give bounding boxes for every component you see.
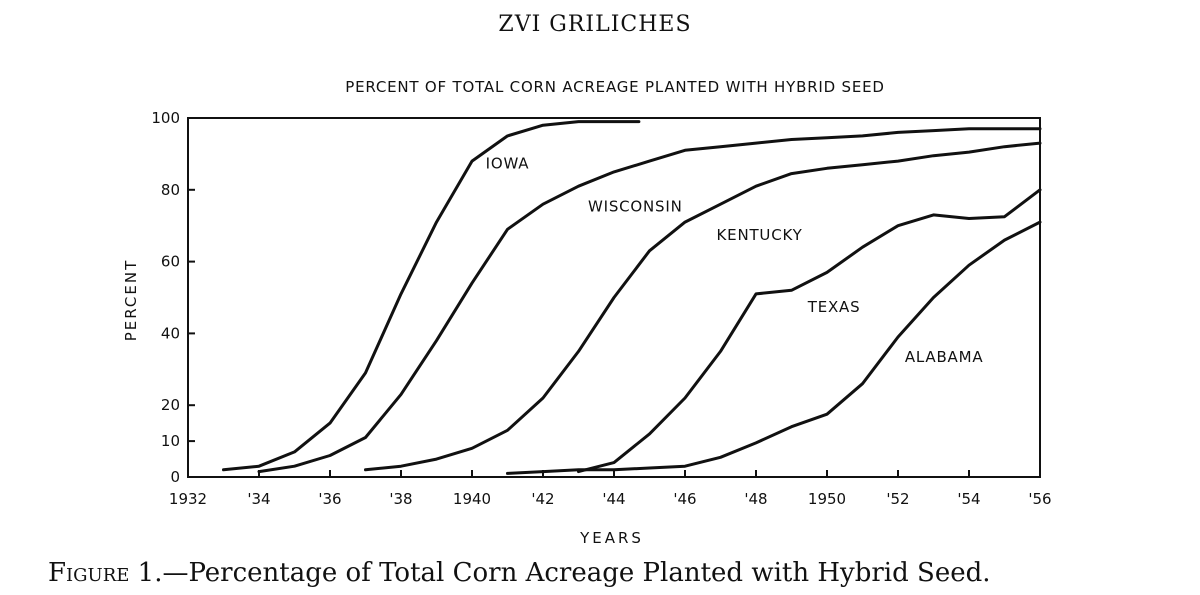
figure-number: Figure 1. <box>48 558 163 588</box>
x-tick-label: '46 <box>673 490 696 508</box>
x-tick-label: '38 <box>389 490 412 508</box>
x-tick-label: 1932 <box>169 490 207 508</box>
x-tick-label: '48 <box>744 490 767 508</box>
x-tick-label: '56 <box>1028 490 1051 508</box>
y-tick-label: 60 <box>161 253 180 271</box>
page-header-author: ZVI GRILICHES <box>498 12 692 37</box>
x-tick-label: '42 <box>531 490 554 508</box>
series-line-iowa <box>222 120 641 472</box>
x-tick-label: 1950 <box>808 490 846 508</box>
series-label-wisconsin: WISCONSIN <box>588 197 683 215</box>
x-tick-label: '36 <box>318 490 341 508</box>
x-tick-label: '44 <box>602 490 625 508</box>
series-label-kentucky: KENTUCKY <box>717 226 803 244</box>
x-tick-label: '52 <box>886 490 909 508</box>
x-tick-label: 1940 <box>453 490 491 508</box>
y-tick-label: 40 <box>161 324 180 342</box>
figure-caption-text: —Percentage of Total Corn Acreage Plante… <box>162 558 991 588</box>
y-tick-label: 100 <box>151 109 180 127</box>
y-axis-label: PERCENT <box>122 259 140 342</box>
series-label-alabama: ALABAMA <box>905 348 984 366</box>
y-tick-label: 0 <box>170 468 180 486</box>
series-line-kentucky <box>364 141 1042 472</box>
chart-title: PERCENT OF TOTAL CORN ACREAGE PLANTED WI… <box>345 78 885 96</box>
series-line-alabama <box>506 220 1042 475</box>
y-tick-label: 20 <box>161 396 180 414</box>
series-label-texas: TEXAS <box>807 298 861 316</box>
x-axis-label: YEARS <box>579 529 644 547</box>
x-tick-label: '34 <box>247 490 270 508</box>
y-tick-label: 10 <box>161 432 180 450</box>
x-tick-label: '54 <box>957 490 980 508</box>
series-label-iowa: IOWA <box>486 154 530 172</box>
figure-caption: Figure 1.—Percentage of Total Corn Acrea… <box>48 558 1188 588</box>
series-line-wisconsin <box>257 127 1042 474</box>
series-line-texas <box>577 188 1042 474</box>
y-tick-label: 80 <box>161 181 180 199</box>
